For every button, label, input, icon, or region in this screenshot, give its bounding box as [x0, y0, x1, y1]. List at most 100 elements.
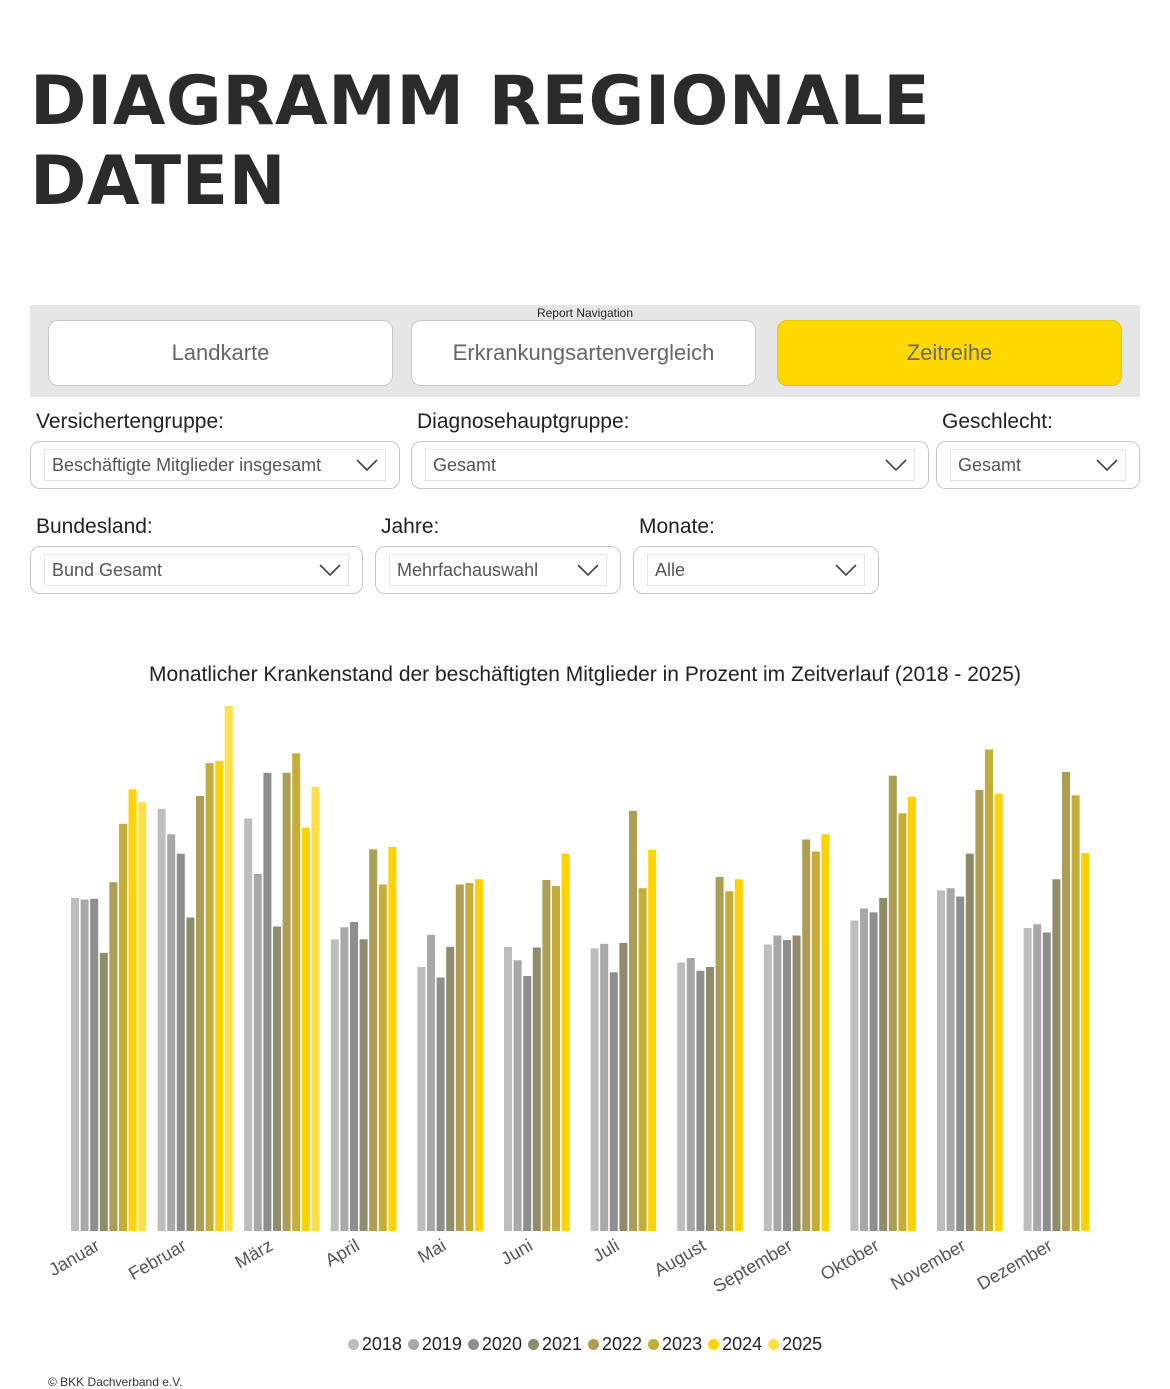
bar-januar-2023[interactable]: [119, 823, 127, 1232]
bar-dezember-2024[interactable]: [1081, 853, 1090, 1231]
bar-september-2020[interactable]: [783, 940, 791, 1231]
bar-juli-2018[interactable]: [590, 948, 599, 1232]
bar-juli-2021[interactable]: [619, 943, 628, 1231]
bar-mai-2018[interactable]: [417, 967, 426, 1231]
bar-november-2018[interactable]: [937, 890, 945, 1232]
bar-oktober-2020[interactable]: [869, 912, 878, 1232]
legend-item-2018[interactable]: 2018: [347, 1334, 402, 1355]
bar-mai-2020[interactable]: [436, 977, 445, 1232]
bar-januar-2018[interactable]: [71, 898, 79, 1231]
bar-november-2024[interactable]: [994, 793, 1003, 1232]
bar-august-2024[interactable]: [734, 879, 743, 1232]
bar-februar-2020[interactable]: [176, 853, 185, 1231]
nav-button-zeitreihe[interactable]: Zeitreihe: [777, 320, 1122, 386]
bar-november-2023[interactable]: [985, 749, 993, 1232]
bar-mai-2021[interactable]: [446, 946, 455, 1232]
bar-november-2021[interactable]: [965, 853, 974, 1231]
bar-januar-2020[interactable]: [90, 898, 99, 1231]
bar-februar-2025[interactable]: [224, 706, 233, 1231]
bar-april-2018[interactable]: [330, 939, 339, 1232]
legend-item-2024[interactable]: 2024: [708, 1334, 762, 1355]
bar-april-2022[interactable]: [369, 849, 378, 1232]
bar-juli-2022[interactable]: [629, 811, 637, 1231]
bar-dezember-2019[interactable]: [1033, 924, 1042, 1232]
bar-dezember-2022[interactable]: [1062, 772, 1070, 1231]
bar-dezember-2018[interactable]: [1023, 928, 1032, 1231]
bar-märz-2021[interactable]: [273, 926, 281, 1232]
bar-oktober-2018[interactable]: [850, 920, 859, 1232]
bar-april-2020[interactable]: [350, 922, 358, 1231]
bar-oktober-2021[interactable]: [879, 898, 888, 1231]
jahre-dropdown[interactable]: Mehrfachauswahl: [375, 546, 621, 594]
bar-februar-2018[interactable]: [157, 808, 166, 1232]
legend-item-2022[interactable]: 2022: [588, 1334, 642, 1355]
bar-april-2021[interactable]: [359, 939, 368, 1232]
bar-mai-2023[interactable]: [465, 883, 474, 1231]
bar-september-2019[interactable]: [773, 935, 782, 1232]
bar-august-2023[interactable]: [725, 891, 734, 1232]
versichertengruppe-dropdown[interactable]: Beschäftigte Mitglieder insgesamt: [30, 441, 400, 489]
bar-august-2018[interactable]: [677, 962, 686, 1232]
bar-juni-2023[interactable]: [552, 886, 560, 1231]
bar-september-2024[interactable]: [821, 834, 830, 1232]
bar-juni-2024[interactable]: [561, 853, 570, 1231]
bar-märz-2025[interactable]: [311, 787, 320, 1231]
bar-juni-2021[interactable]: [532, 947, 541, 1232]
bar-august-2021[interactable]: [706, 967, 714, 1231]
bar-märz-2024[interactable]: [301, 827, 310, 1232]
bar-juni-2020[interactable]: [523, 976, 532, 1231]
monate-dropdown[interactable]: Alle: [633, 546, 879, 594]
bar-april-2024[interactable]: [388, 847, 397, 1231]
bar-mai-2024[interactable]: [475, 879, 483, 1232]
bar-september-2023[interactable]: [811, 851, 820, 1232]
nav-button-landkarte[interactable]: Landkarte: [48, 320, 393, 386]
bar-november-2020[interactable]: [956, 896, 965, 1232]
bar-september-2018[interactable]: [763, 944, 772, 1232]
bar-dezember-2021[interactable]: [1052, 879, 1061, 1232]
legend-item-2019[interactable]: 2019: [407, 1334, 462, 1355]
bar-februar-2024[interactable]: [215, 760, 224, 1232]
bar-juli-2019[interactable]: [600, 943, 609, 1232]
bar-dezember-2020[interactable]: [1042, 932, 1051, 1232]
bar-juli-2024[interactable]: [648, 850, 657, 1231]
bar-märz-2018[interactable]: [244, 818, 253, 1232]
bar-märz-2022[interactable]: [282, 772, 291, 1232]
bar-juni-2022[interactable]: [542, 880, 551, 1231]
bundesland-select[interactable]: Bund Gesamt: [44, 554, 349, 586]
bar-oktober-2019[interactable]: [860, 908, 868, 1232]
bar-august-2022[interactable]: [715, 877, 724, 1231]
diagnosehauptgruppe-select[interactable]: Gesamt: [425, 449, 915, 481]
bar-februar-2022[interactable]: [196, 796, 204, 1231]
legend-item-2025[interactable]: 2025: [768, 1334, 822, 1355]
bar-november-2022[interactable]: [975, 790, 984, 1231]
bar-april-2019[interactable]: [340, 927, 349, 1231]
bar-januar-2019[interactable]: [80, 899, 89, 1232]
monate-select[interactable]: Alle: [647, 554, 865, 586]
bar-märz-2020[interactable]: [263, 772, 272, 1232]
bar-juni-2018[interactable]: [504, 946, 512, 1232]
bar-märz-2019[interactable]: [253, 874, 262, 1231]
bar-januar-2025[interactable]: [138, 802, 147, 1231]
bar-oktober-2023[interactable]: [898, 813, 907, 1232]
bar-dezember-2023[interactable]: [1071, 795, 1080, 1232]
bar-mai-2022[interactable]: [455, 884, 464, 1232]
bar-november-2019[interactable]: [946, 888, 955, 1231]
nav-button-erkrankungsartenvergleich[interactable]: Erkrankungsartenvergleich: [411, 320, 756, 386]
jahre-select[interactable]: Mehrfachauswahl: [389, 554, 607, 586]
bar-oktober-2022[interactable]: [888, 775, 897, 1231]
bar-mai-2019[interactable]: [427, 934, 435, 1232]
legend-item-2021[interactable]: 2021: [527, 1334, 582, 1355]
versichertengruppe-select[interactable]: Beschäftigte Mitglieder insgesamt: [44, 449, 386, 481]
bar-august-2020[interactable]: [696, 970, 705, 1232]
bar-februar-2021[interactable]: [186, 917, 195, 1232]
bar-september-2021[interactable]: [792, 935, 801, 1232]
bar-juli-2023[interactable]: [638, 888, 647, 1231]
diagnosehauptgruppe-dropdown[interactable]: Gesamt: [411, 441, 929, 489]
bar-februar-2019[interactable]: [167, 834, 176, 1232]
bar-oktober-2024[interactable]: [908, 796, 916, 1232]
geschlecht-select[interactable]: Gesamt: [950, 449, 1126, 481]
bar-märz-2023[interactable]: [292, 753, 301, 1232]
bar-april-2023[interactable]: [378, 884, 387, 1232]
bar-februar-2023[interactable]: [205, 763, 214, 1231]
bar-september-2022[interactable]: [802, 839, 811, 1232]
